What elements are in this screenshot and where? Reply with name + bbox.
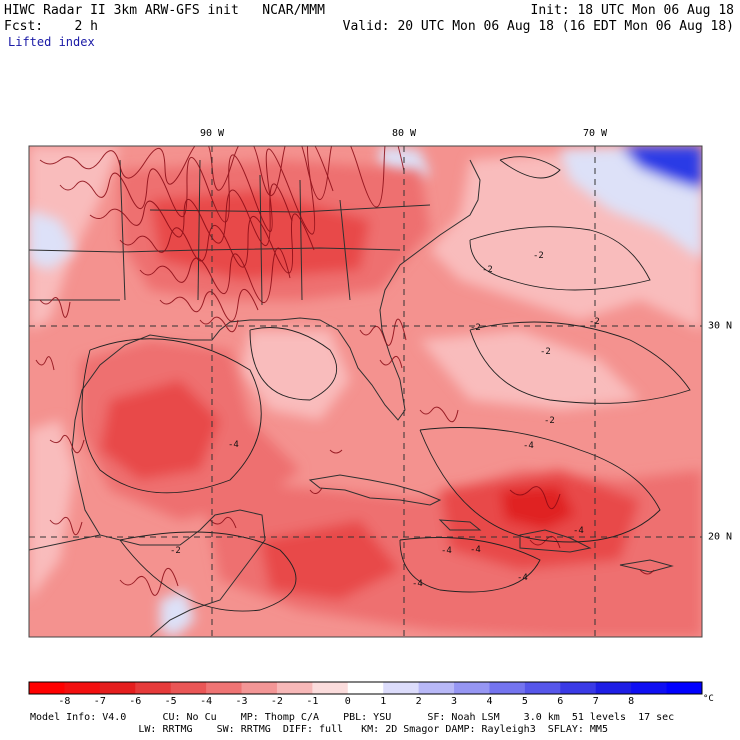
colorbar-tick-label: 8 — [628, 696, 635, 707]
lat-label-30n: 30 N — [708, 320, 733, 332]
lon-label-80w: 80 W — [391, 128, 417, 139]
coastlines-and-borders — [29, 159, 674, 637]
colorbar-bin — [524, 682, 561, 694]
colorbar-bin — [418, 682, 455, 694]
colorbar-bin — [276, 682, 313, 694]
svg-text:-2: -2 — [533, 251, 544, 261]
colorbar-bin — [560, 682, 597, 694]
lon-label-70w: 70 W — [582, 128, 608, 139]
colorbar-tick-label: 4 — [486, 696, 493, 707]
svg-text:-4: -4 — [228, 440, 239, 450]
colorbar-bin — [595, 682, 632, 694]
colorbar-bin — [666, 682, 703, 694]
svg-text:-2: -2 — [589, 317, 600, 327]
contour-labels: -2 -2 -2 -2 -2 -2 -4 -4 -4 -4 -4 -4 -2 -… — [170, 251, 600, 589]
field-name: Lifted index — [8, 35, 95, 49]
colorbar-bin — [135, 682, 172, 694]
model-info-line1: Model Info: V4.0 CU: No Cu MP: Thomp C/A… — [30, 712, 675, 723]
svg-text:-2: -2 — [470, 323, 481, 333]
colorbar-tick-label: 2 — [415, 696, 422, 707]
light-zones — [29, 146, 702, 600]
colorbar-bin — [29, 682, 65, 694]
colorbar-bin — [454, 682, 490, 694]
svg-text:-4: -4 — [517, 573, 528, 583]
colorbar-tick-label: 5 — [521, 696, 528, 707]
colorbar-tick-label: -4 — [200, 696, 213, 707]
unstable-zones — [80, 160, 702, 637]
model-title: HIWC Radar II 3km ARW-GFS init NCAR/MMM — [4, 3, 325, 18]
colorbar-tick-label: 6 — [557, 696, 564, 707]
svg-text:-4: -4 — [523, 441, 534, 451]
colorbar-tick-label: 1 — [380, 696, 387, 707]
colorbar-tick-label: -8 — [58, 696, 71, 707]
colorbar-tick-label: -6 — [129, 696, 142, 707]
colorbar-tick-label: -7 — [93, 696, 106, 707]
li-contours — [81, 156, 691, 612]
forecast-hour: Fcst: 2 h — [4, 19, 98, 34]
colorbar-unit: °C — [703, 694, 714, 704]
colorbar-bin — [631, 682, 668, 694]
colorbar-tick-label: -1 — [306, 696, 319, 707]
model-info-line2: LW: RRTMG SW: RRTMG DIFF: full KM: 2D Sm… — [30, 724, 608, 735]
svg-text:-4: -4 — [441, 546, 452, 556]
colorbar-bin — [64, 682, 101, 694]
valid-time: Valid: 20 UTC Mon 06 Aug 18 (16 EDT Mon … — [342, 19, 734, 34]
svg-text:-4: -4 — [573, 526, 584, 536]
lat-label-20n: 20 N — [708, 531, 733, 543]
colorbar-tick-label: 3 — [451, 696, 458, 707]
svg-text:-2: -2 — [544, 416, 555, 426]
svg-text:-4: -4 — [412, 579, 423, 589]
colorbar-bin — [489, 682, 526, 694]
svg-text:-4: -4 — [470, 545, 481, 555]
convective-cells — [35, 146, 655, 596]
colorbar-tick-label: 0 — [344, 696, 351, 707]
colorbar-tick-label: 7 — [592, 696, 599, 707]
lon-label-90w: 90 W — [199, 128, 225, 139]
colorbar-bin — [347, 682, 384, 694]
colorbar-tick-label: -2 — [270, 696, 283, 707]
colorbar-tick-label: -5 — [164, 696, 177, 707]
colorbar-bin — [383, 682, 420, 694]
colorbar-bin — [99, 682, 136, 694]
map-frame — [28, 145, 703, 638]
svg-text:-2: -2 — [540, 347, 551, 357]
colorbar-bin — [170, 682, 207, 694]
lat-lon-grid — [29, 146, 702, 637]
init-time: Init: 18 UTC Mon 06 Aug 18 — [530, 3, 735, 18]
svg-text:-2: -2 — [482, 265, 493, 275]
svg-text:-2: -2 — [170, 546, 181, 556]
colorbar-bin — [312, 682, 349, 694]
colorbar-bin — [206, 682, 243, 694]
colorbar-bin — [241, 682, 278, 694]
colorbar-tick-label: -3 — [235, 696, 248, 707]
